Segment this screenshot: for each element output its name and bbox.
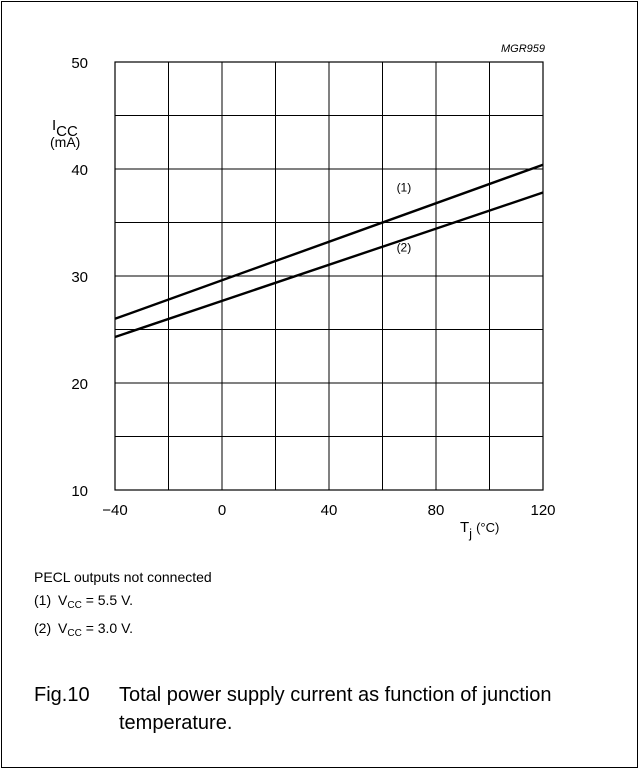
notes-title: PECL outputs not connected xyxy=(34,569,212,585)
plot-area-border xyxy=(114,61,544,491)
series-label-2: (2) xyxy=(397,240,412,254)
x-tick-label: 80 xyxy=(428,502,445,519)
x-tick-label: 40 xyxy=(321,502,338,519)
note-value: = 5.5 V. xyxy=(85,592,134,608)
note-variable: V xyxy=(58,620,68,636)
tick-labels: 10 20 30 40 50 −40 0 40 80 120 xyxy=(71,55,555,519)
series-label-1: (1) xyxy=(397,180,412,194)
chart: 10 20 30 40 50 −40 0 40 80 120 MGR959 ICC (mA) Tj… xyxy=(50,43,556,541)
note-number: (2) xyxy=(34,620,52,636)
y-tick-label: 10 xyxy=(71,483,88,500)
x-tick-label: 120 xyxy=(530,502,555,519)
notes: PECL outputs not connected (1) VCC = 5.5 … xyxy=(34,566,212,645)
x-tick-label: 0 xyxy=(218,502,226,519)
x-axis-label-sub: j xyxy=(468,526,472,541)
y-axis-label-sub: CC xyxy=(56,123,78,140)
note-item-1: (1) VCC = 5.5 V. xyxy=(34,589,212,617)
y-axis-label-main: I xyxy=(52,117,56,134)
series-line-2 xyxy=(114,191,544,339)
x-axis-label-unit: (°C) xyxy=(476,520,499,535)
caption-text: Total power supply current as function o… xyxy=(119,684,552,734)
note-variable-sub: CC xyxy=(67,600,82,611)
y-tick-label: 30 xyxy=(71,269,88,286)
y-axis-unit: (mA) xyxy=(50,134,80,150)
note-number: (1) xyxy=(34,592,52,608)
x-axis-label-main: T xyxy=(460,519,469,536)
note-variable-sub: CC xyxy=(67,628,82,639)
grid xyxy=(114,61,544,491)
y-tick-label: 20 xyxy=(71,376,88,393)
y-axis-label: ICC xyxy=(52,117,78,140)
series-lines xyxy=(114,163,544,339)
note-variable: V xyxy=(58,592,68,608)
caption-number: Fig.10 xyxy=(34,684,90,706)
note-value: = 3.0 V. xyxy=(85,620,134,636)
x-tick-label: −40 xyxy=(102,502,127,519)
series-line-1 xyxy=(114,163,544,320)
figure-caption: Fig.10 Total power supply current as func… xyxy=(34,681,624,737)
note-item-2: (2) VCC = 3.0 V. xyxy=(34,617,212,645)
figure-code: MGR959 xyxy=(501,43,545,55)
y-tick-label: 50 xyxy=(71,55,88,72)
series-labels: (1) (2) xyxy=(397,180,412,254)
x-axis-label: Tj (°C) xyxy=(460,519,499,541)
y-tick-label: 40 xyxy=(71,162,88,179)
